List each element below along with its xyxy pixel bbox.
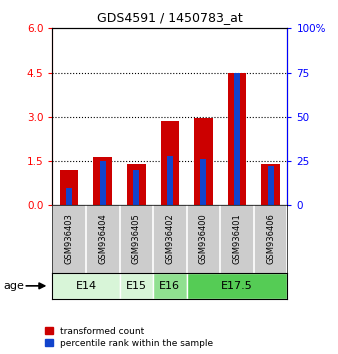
Bar bbox=[127, 164, 146, 205]
Bar bbox=[66, 188, 72, 205]
Text: E15: E15 bbox=[126, 281, 147, 291]
Bar bbox=[52, 273, 120, 299]
Bar bbox=[234, 73, 240, 205]
Text: GSM936404: GSM936404 bbox=[98, 213, 107, 264]
Bar bbox=[94, 156, 112, 205]
Text: age: age bbox=[3, 281, 24, 291]
Text: GSM936400: GSM936400 bbox=[199, 213, 208, 264]
Bar bbox=[187, 273, 287, 299]
Title: GDS4591 / 1450783_at: GDS4591 / 1450783_at bbox=[97, 11, 243, 24]
Text: GSM936406: GSM936406 bbox=[266, 213, 275, 264]
Bar bbox=[261, 164, 280, 205]
Bar bbox=[153, 273, 187, 299]
Bar bbox=[200, 159, 207, 205]
Bar bbox=[228, 73, 246, 205]
Text: E16: E16 bbox=[159, 281, 180, 291]
Text: E14: E14 bbox=[75, 281, 97, 291]
Text: GSM936401: GSM936401 bbox=[233, 213, 241, 264]
Bar bbox=[133, 170, 139, 205]
Bar bbox=[161, 121, 179, 205]
Text: GSM936402: GSM936402 bbox=[165, 213, 174, 264]
Bar bbox=[194, 118, 213, 205]
Legend: transformed count, percentile rank within the sample: transformed count, percentile rank withi… bbox=[45, 327, 214, 348]
Bar bbox=[100, 161, 106, 205]
Text: GSM936405: GSM936405 bbox=[132, 213, 141, 264]
Text: GSM936403: GSM936403 bbox=[65, 213, 74, 264]
Text: E17.5: E17.5 bbox=[221, 281, 253, 291]
Bar bbox=[267, 166, 273, 205]
Bar bbox=[120, 273, 153, 299]
Bar bbox=[60, 170, 78, 205]
Bar bbox=[167, 156, 173, 205]
